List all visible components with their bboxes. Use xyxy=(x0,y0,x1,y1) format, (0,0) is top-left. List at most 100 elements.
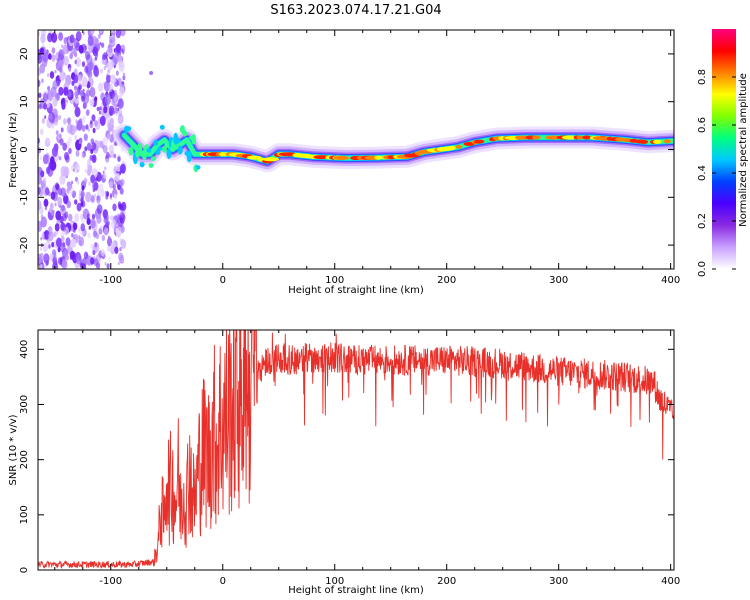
noise-blob xyxy=(84,146,88,152)
ridge-core xyxy=(159,124,165,130)
noise-blob xyxy=(63,118,67,125)
noise-blob xyxy=(75,119,78,124)
noise-blob xyxy=(51,47,56,54)
ridge-core xyxy=(333,155,350,160)
noise-blob xyxy=(65,237,71,247)
noise-blob xyxy=(78,140,81,145)
ridge-core xyxy=(137,142,143,152)
noise-blob xyxy=(100,249,105,257)
noise-blob xyxy=(38,174,42,185)
noise-blob xyxy=(60,235,65,243)
noise-blob xyxy=(38,92,42,99)
noise-blob xyxy=(87,159,91,166)
x-tick-label: -100 xyxy=(99,576,122,587)
noise-blob xyxy=(103,106,108,114)
y-tick-label: 10 xyxy=(19,95,30,108)
noise-blob xyxy=(76,202,82,212)
noise-blob xyxy=(118,86,125,97)
noise-blob xyxy=(44,206,48,211)
noise-blob xyxy=(70,180,74,185)
noise-blob xyxy=(120,163,126,174)
noise-blob xyxy=(57,131,62,140)
noise-blob xyxy=(74,106,81,118)
noise-blob xyxy=(39,128,44,136)
noise-blob xyxy=(52,97,58,107)
noise-blob xyxy=(60,205,66,216)
noise-blob xyxy=(91,213,96,220)
noise-blob xyxy=(113,153,117,159)
noise-blob xyxy=(42,243,49,253)
noise-blob xyxy=(47,85,51,92)
noise-blob xyxy=(57,196,63,206)
y-tick-label: 20 xyxy=(19,48,30,61)
ridge-core xyxy=(146,148,152,153)
noise-blob xyxy=(78,118,83,125)
noise-blob xyxy=(89,86,96,98)
noise-blob xyxy=(52,80,58,90)
x-tick-label: 200 xyxy=(437,576,456,587)
noise-blob xyxy=(70,51,74,56)
noise-blob xyxy=(72,222,78,231)
noise-blob xyxy=(90,195,95,203)
noise-blob xyxy=(54,202,57,207)
noise-blob xyxy=(81,152,85,159)
noise-blob xyxy=(38,68,42,76)
noise-blob xyxy=(105,62,109,69)
spectrogram-x-label: Height of straight line (km) xyxy=(288,285,424,296)
colorbar-tick-label: 0.4 xyxy=(697,165,708,181)
y-tick-label: -10 xyxy=(19,189,30,205)
noise-blob xyxy=(105,194,109,200)
noise-blob xyxy=(78,227,81,233)
noise-blob xyxy=(114,193,117,199)
noise-blob xyxy=(108,105,115,116)
noise-blob xyxy=(60,127,64,133)
noise-blob xyxy=(69,34,75,44)
noise-blob xyxy=(59,138,64,146)
noise-blob xyxy=(101,60,104,65)
noise-blob xyxy=(68,213,73,222)
noise-blob xyxy=(94,96,98,102)
noise-blob xyxy=(85,109,90,116)
noise-blob xyxy=(103,65,107,71)
noise-blob xyxy=(64,211,69,219)
noise-blob xyxy=(109,181,114,189)
noise-blob xyxy=(43,230,50,240)
ridge-core xyxy=(182,130,188,137)
noise-blob xyxy=(41,43,45,48)
colorbar-tick-label: 0.8 xyxy=(697,69,708,85)
noise-blob xyxy=(68,67,72,72)
noise-blob xyxy=(110,215,114,221)
noise-blob xyxy=(110,150,115,158)
noise-blob xyxy=(54,69,57,74)
noise-blob xyxy=(74,199,78,205)
noise-blob xyxy=(38,186,41,195)
noise-blob xyxy=(52,256,58,265)
noise-blob xyxy=(120,30,126,37)
noise-blob xyxy=(48,207,52,213)
noise-blob xyxy=(91,114,96,122)
noise-blob xyxy=(47,32,53,43)
noise-blob xyxy=(54,223,60,232)
noise-blob xyxy=(104,190,108,195)
ridge-core xyxy=(128,146,134,156)
noise-blob xyxy=(100,225,103,230)
noise-blob xyxy=(98,183,104,192)
noise-blob xyxy=(84,65,89,73)
noise-blob xyxy=(81,124,86,132)
noise-blob xyxy=(118,158,121,162)
noise-blob xyxy=(78,235,81,239)
noise-blob xyxy=(75,254,82,265)
noise-blob xyxy=(44,154,50,164)
noise-blob xyxy=(99,41,102,46)
spectrogram-y-ticks: -20 -10 0 10 20 xyxy=(19,48,674,253)
noise-blob xyxy=(107,235,111,241)
noise-blob xyxy=(63,55,69,66)
noise-blob xyxy=(51,241,55,248)
noise-blob xyxy=(119,187,124,195)
x-tick-label: 100 xyxy=(325,576,344,587)
colorbar-ticks: 0.0 0.2 0.4 0.6 0.8 xyxy=(697,69,736,277)
noise-blob xyxy=(98,227,103,235)
snr-series xyxy=(38,330,674,569)
